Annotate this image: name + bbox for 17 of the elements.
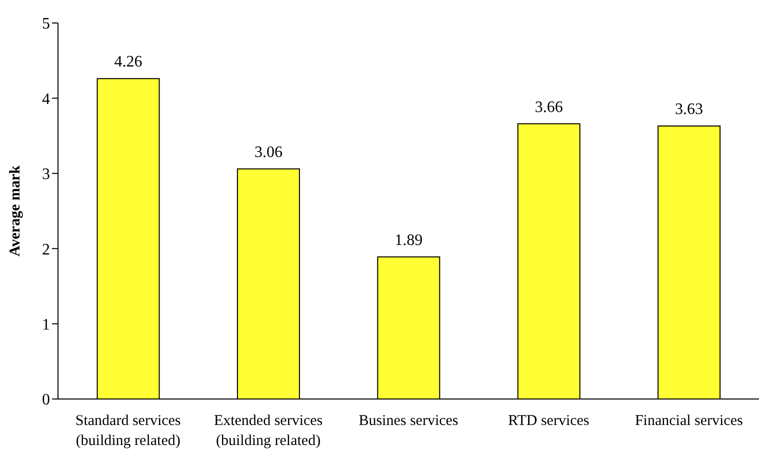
x-tick-label: RTD services — [508, 413, 590, 429]
data-label: 1.89 — [394, 232, 423, 249]
x-tick-label: Busines services — [358, 413, 458, 429]
data-label: 3.63 — [675, 101, 704, 118]
y-tick-label: 1 — [42, 316, 50, 334]
data-label: 3.66 — [534, 98, 563, 116]
y-tick-label: 5 — [42, 16, 50, 33]
data-label: 3.06 — [254, 144, 282, 161]
y-tick-label: 0 — [42, 392, 50, 409]
data-label: 4.26 — [114, 54, 142, 71]
y-tick-label: 4 — [42, 90, 50, 108]
x-tick-label: Financial services — [634, 413, 743, 429]
y-axis-title: Average mark — [7, 164, 24, 256]
y-tick-label: 2 — [42, 241, 50, 258]
y-tick-label: 3 — [42, 166, 50, 184]
x-tick-label: Extended services (building related) — [214, 413, 323, 449]
x-tick-label: Standard services (building related) — [75, 413, 181, 449]
